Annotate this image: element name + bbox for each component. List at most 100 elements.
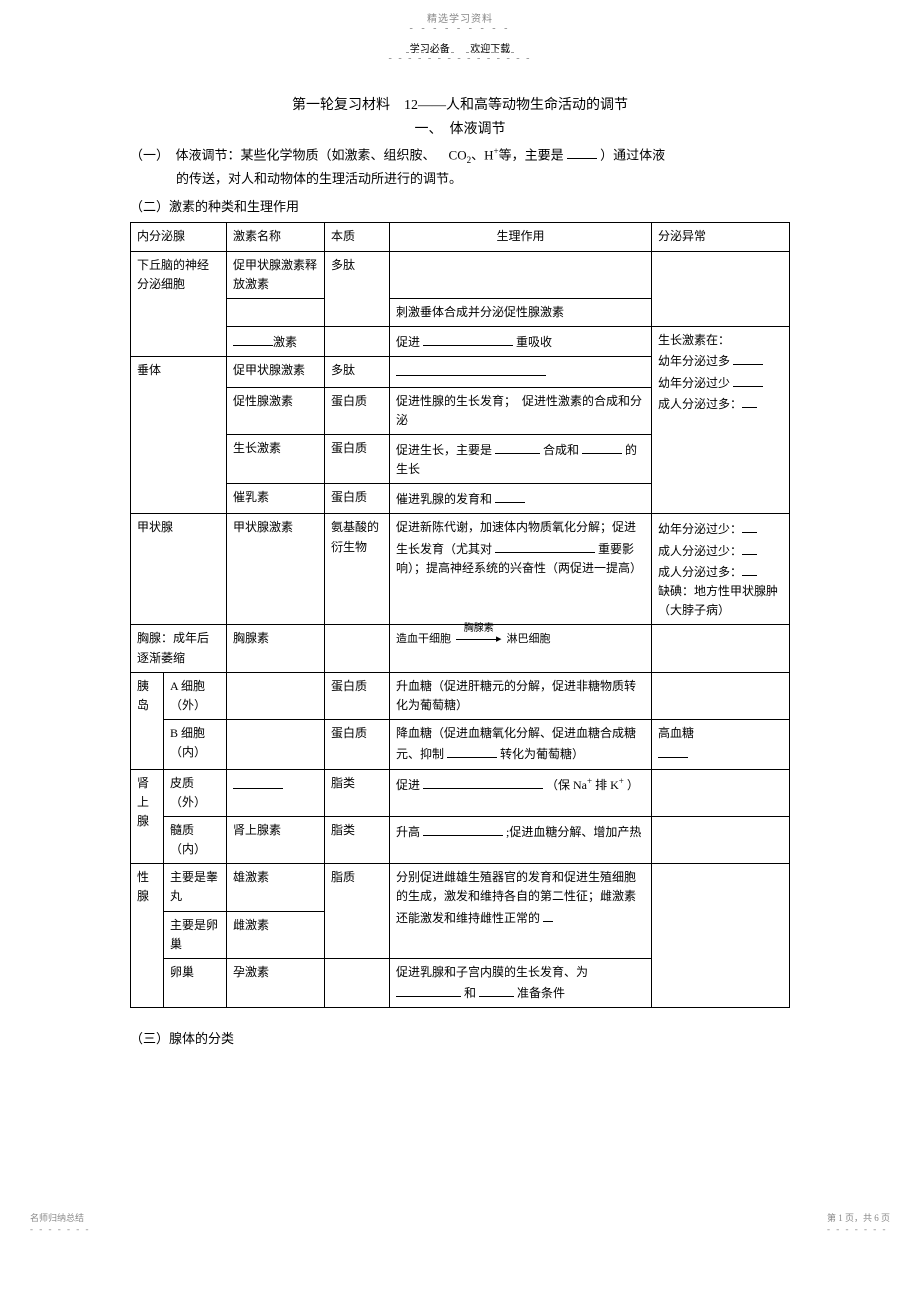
effect-text: 促进生长，主要是 (396, 443, 492, 457)
blank-input[interactable] (543, 907, 553, 922)
blank-input[interactable] (582, 439, 622, 454)
effect-text: 重吸收 (516, 335, 552, 349)
th-effect: 生理作用 (390, 223, 652, 251)
cell-gonad-gland: 性腺 (131, 864, 164, 1008)
page-title: 第一轮复习材料 12——人和高等动物生命活动的调节 (130, 94, 790, 114)
blank-input[interactable] (233, 774, 283, 789)
table-row: 胰岛 A 细胞（外） 蛋白质 升血糖（促进肝糖元的分解，促进非糖物质转化为葡萄糖… (131, 672, 790, 719)
header-mid-left: 学习必备 (406, 40, 454, 53)
blank-input[interactable] (742, 540, 757, 555)
blank-input[interactable] (658, 743, 688, 758)
section-1-text-c: ）通过体液 (600, 147, 665, 162)
blank-input[interactable] (742, 393, 757, 408)
section-3-label: （三）腺体的分类 (130, 1028, 790, 1050)
section-1-line2: 的传送，对人和动物体的生理活动所进行的调节。 (130, 168, 790, 190)
table-row: 下丘脑的神经分泌细胞 促甲状腺激素释放激素 多肽 (131, 251, 790, 298)
blank-input[interactable] (742, 518, 757, 533)
cell-adrenal-gland: 肾上腺 (131, 769, 164, 864)
cell-abnormal (652, 864, 790, 1008)
blank-input[interactable] (742, 561, 757, 576)
cell-essence: 脂质 (325, 864, 390, 959)
cell-essence: 脂类 (325, 769, 390, 816)
table-row: 性腺 主要是睾丸 雄激素 脂质 分别促进雌雄生殖器官的发育和促进生殖细胞的生成，… (131, 864, 790, 911)
blank-input[interactable] (567, 144, 597, 159)
effect-text: 准备条件 (517, 986, 565, 1000)
table-row: 胸腺：成年后逐渐萎缩 胸腺素 造血干细胞 胸腺素 ▸ 淋巴细胞 (131, 625, 790, 672)
blank-input[interactable] (733, 350, 763, 365)
header-dots: - - - - - - - - - (130, 23, 790, 34)
table-row: B 细胞（内） 蛋白质 降血糖（促进血糖氧化分解、促进血糖合成糖元、抑制 转化为… (131, 720, 790, 769)
page-subtitle: 一、 体液调节 (130, 118, 790, 138)
diagram-node: 造血干细胞 (396, 633, 451, 645)
cell-effect: 升血糖（促进肝糖元的分解，促进非糖物质转化为葡萄糖） (390, 672, 652, 719)
effect-text: 促进 (396, 335, 420, 349)
blank-input[interactable] (447, 743, 497, 758)
cell-subgland: 髓质（内） (164, 816, 227, 863)
effect-text: ） (627, 778, 639, 792)
table-row: 激素 促进 重吸收 生长激素在： 幼年分泌过多 幼年分泌过少 成人分泌过多： (131, 327, 790, 357)
cell-name: 促性腺激素 (227, 387, 325, 434)
th-essence: 本质 (325, 223, 390, 251)
effect-text: 合成和 (543, 443, 579, 457)
cell-essence (325, 959, 390, 1008)
table-header-row: 内分泌腺 激素名称 本质 生理作用 分泌异常 (131, 223, 790, 251)
cell-subgland: 主要是睾丸 (164, 864, 227, 911)
effect-text: 分别促进雌雄生殖器官的发育和促进生殖细胞的生成，激发和维持各自的第二性征；雌激素… (396, 870, 636, 924)
cell-essence: 蛋白质 (325, 720, 390, 769)
co2-text: CO (449, 147, 467, 162)
k-sup: + (619, 776, 624, 786)
blank-input[interactable] (423, 774, 543, 789)
cell-name (227, 672, 325, 719)
cell-essence (325, 327, 390, 357)
cell-essence: 蛋白质 (325, 484, 390, 514)
blank-input[interactable] (423, 821, 503, 836)
cell-name: 雄激素 (227, 864, 325, 911)
cell-effect (390, 357, 652, 387)
footer-left: 名师归纳总结 - - - - - - - (30, 1211, 90, 1234)
cell-essence: 多肽 (325, 357, 390, 387)
cell-essence (325, 625, 390, 672)
section-1-label: （一） (130, 147, 169, 162)
cell-pituitary-gland: 垂体 (131, 357, 227, 514)
blank-input[interactable] (495, 488, 525, 503)
effect-text: （保 Na (546, 778, 587, 792)
cell-essence: 脂类 (325, 816, 390, 863)
table-row: 甲状腺 甲状腺激素 氨基酸的衍生物 促进新陈代谢，加速体内物质氧化分解；促进生长… (131, 514, 790, 625)
cell-effect: 分别促进雌雄生殖器官的发育和促进生殖细胞的生成，激发和维持各自的第二性征；雌激素… (390, 864, 652, 959)
cell-effect: 刺激垂体合成并分泌促性腺激素 (390, 298, 652, 326)
blank-input[interactable] (495, 538, 595, 553)
blank-input[interactable] (733, 372, 763, 387)
abnormal-text: 高血糖 (658, 726, 694, 740)
cell-name: 胸腺素 (227, 625, 325, 672)
cell-effect: 促进 （保 Na+ 排 K+ ） (390, 769, 652, 816)
cell-essence: 氨基酸的衍生物 (325, 514, 390, 625)
blank-input[interactable] (423, 331, 513, 346)
blank-input[interactable] (233, 331, 273, 346)
cell-essence: 蛋白质 (325, 387, 390, 434)
h-text: 、H (471, 147, 493, 162)
table-row: 髓质（内） 肾上腺素 脂类 升高 ;促进血糖分解、增加产热 (131, 816, 790, 863)
footer-dots: - - - - - - - (30, 1224, 90, 1234)
blank-input[interactable] (495, 439, 540, 454)
blank-input[interactable] (479, 982, 514, 997)
blank-input[interactable] (396, 361, 546, 376)
cell-effect: 升高 ;促进血糖分解、增加产热 (390, 816, 652, 863)
th-name: 激素名称 (227, 223, 325, 251)
cell-name (227, 769, 325, 816)
cell-name: 生长激素 (227, 434, 325, 483)
cell-abnormal (652, 251, 790, 327)
cell-abnormal (652, 625, 790, 672)
cell-abnormal: 高血糖 (652, 720, 790, 769)
effect-text: 催进乳腺的发育和 (396, 492, 492, 506)
cell-name (227, 720, 325, 769)
cell-name: 促甲状腺激素释放激素 (227, 251, 325, 298)
effect-text: 和 (464, 986, 476, 1000)
blank-input[interactable] (396, 982, 461, 997)
cell-pancreas-gland: 胰岛 (131, 672, 164, 769)
cell-abnormal (652, 816, 790, 863)
cell-effect (390, 251, 652, 298)
cell-name (227, 298, 325, 326)
cell-thyroid-gland: 甲状腺 (131, 514, 227, 625)
cell-hypothalamus-gland: 下丘脑的神经分泌细胞 (131, 251, 227, 357)
cell-name: 甲状腺激素 (227, 514, 325, 625)
